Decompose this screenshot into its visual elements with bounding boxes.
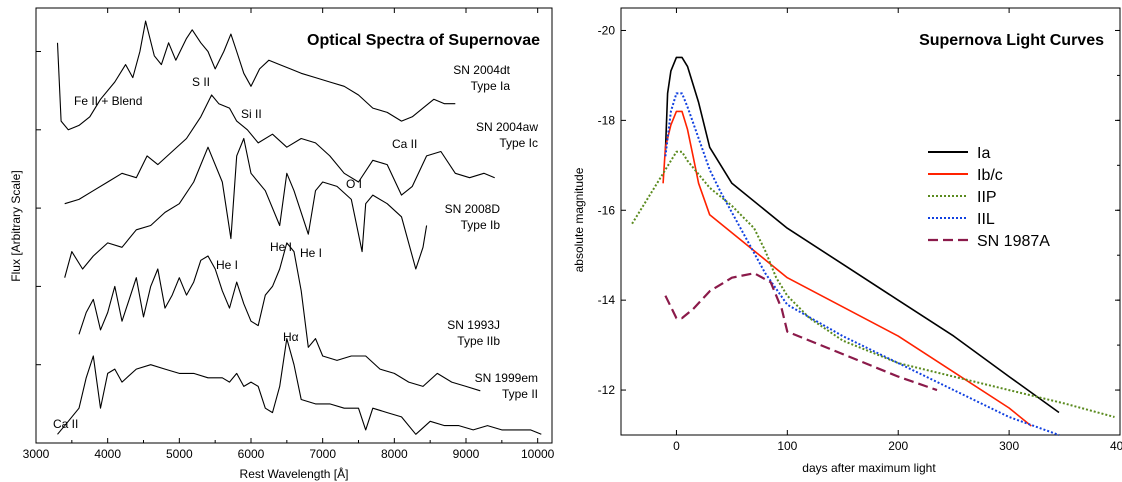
lightcurve-panel: 0100200300400 -20-18-16-14-12 IaIb/cIIPI… — [572, 7, 1122, 475]
spectra-x-tick-label: 4000 — [94, 447, 121, 461]
spectra-x-tick-label: 8000 — [381, 447, 408, 461]
type-label-sn2004aw: Type Ic — [499, 136, 538, 150]
lightcurve-x-ticks: 0 100 200 300 400 — [673, 8, 1122, 453]
spectra-x-axis-label: Rest Wavelength [Å] — [240, 466, 349, 481]
lightcurve-y-ticks: -20 -18 -16 -14 -12 — [598, 23, 1120, 436]
annotation-h-alpha: Hα — [283, 330, 299, 344]
lightcurve-title: Supernova Light Curves — [919, 32, 1104, 49]
light-curve-ib-c — [662, 110, 1032, 427]
annotation-s-ii: S II — [192, 75, 210, 89]
lightcurve-x-axis-label: days after maximum light — [802, 461, 936, 475]
spectra-x-ticks: 3000 4000 5000 6000 7000 8000 9000 10000 — [23, 8, 555, 461]
spectra-panel: 3000 4000 5000 6000 7000 8000 9000 10000 Optica… — [9, 7, 555, 481]
annotation-o-i: O I — [346, 177, 362, 191]
annotation-he-i-3: He I — [300, 246, 322, 260]
spectrum-line-sn-2004dt — [56, 20, 456, 131]
spectra-x-tick-label: 10000 — [521, 447, 555, 461]
light-curve-ia — [664, 56, 1060, 414]
spectrum-line-sn-2008d — [64, 137, 428, 278]
lightcurve-x-tick-label: 400 — [1110, 439, 1122, 453]
lightcurve-y-tick-label: -12 — [598, 383, 616, 397]
spectra-title: Optical Spectra of Supernovae — [307, 32, 540, 49]
lightcurve-x-tick-label: 200 — [888, 439, 908, 453]
lightcurve-x-tick-label: 0 — [673, 439, 680, 453]
annotation-he-i-2: He I — [270, 240, 292, 254]
spectra-series-group — [56, 20, 542, 435]
light-curve-iip — [631, 150, 1115, 418]
legend-label-ia: Ia — [977, 145, 990, 162]
series-label-sn2004dt: SN 2004dt — [453, 63, 510, 77]
lightcurve-y-tick-label: -20 — [598, 23, 616, 37]
spectra-x-tick-label: 9000 — [453, 447, 480, 461]
spectrum-line-sn-1999em — [57, 338, 542, 435]
light-curve-sn-1987a — [664, 272, 938, 392]
series-label-sn1999em: SN 1999em — [475, 371, 538, 385]
lightcurve-x-tick-label: 100 — [777, 439, 797, 453]
spectra-x-tick-label: 5000 — [166, 447, 193, 461]
legend-label-sn-1987a: SN 1987A — [977, 233, 1050, 250]
spectra-plot-frame — [35, 7, 553, 444]
annotation-si-ii: Si II — [241, 107, 262, 121]
spectra-y-axis-label: Flux [Arbitrary Scale] — [9, 170, 23, 281]
annotation-ca-ii-bottom: Ca II — [53, 417, 78, 431]
spectra-y-ticks — [36, 51, 41, 366]
annotation-ca-ii-top: Ca II — [392, 137, 417, 151]
lightcurve-y-tick-label: -14 — [598, 293, 616, 307]
spectra-x-tick-label: 3000 — [23, 447, 50, 461]
spectra-x-tick-label: 7000 — [309, 447, 336, 461]
legend-label-iil: IIL — [977, 211, 995, 228]
type-label-sn2004dt: Type Ia — [471, 79, 511, 93]
spectrum-line-sn-2004aw — [64, 94, 495, 205]
annotation-fe-ii-blend: Fe II + Blend — [74, 94, 142, 108]
type-label-sn1993j: Type IIb — [457, 334, 500, 348]
spectra-x-tick-label: 6000 — [238, 447, 265, 461]
lightcurve-y-axis-label: absolute magnitude — [572, 167, 586, 272]
lightcurve-series-group — [631, 56, 1115, 436]
light-curve-iil — [664, 92, 1060, 436]
lightcurve-plot-frame — [620, 7, 1121, 436]
spectrum-line-sn-1993j — [78, 242, 481, 392]
legend-label-iip: IIP — [977, 189, 997, 206]
lightcurve-x-tick-label: 300 — [999, 439, 1019, 453]
type-label-sn1999em: Type II — [502, 387, 538, 401]
series-label-sn1993j: SN 1993J — [447, 318, 500, 332]
type-label-sn2008d: Type Ib — [461, 218, 501, 232]
lightcurve-y-tick-label: -18 — [598, 113, 616, 127]
legend-label-ib-c: Ib/c — [977, 167, 1003, 184]
annotation-he-i-1: He I — [216, 258, 238, 272]
lightcurve-legend: Ia Ib/c IIP IIL SN 1987A — [928, 145, 1050, 250]
series-label-sn2008d: SN 2008D — [445, 202, 501, 216]
series-label-sn2004aw: SN 2004aw — [476, 120, 538, 134]
lightcurve-y-tick-label: -16 — [598, 203, 616, 217]
